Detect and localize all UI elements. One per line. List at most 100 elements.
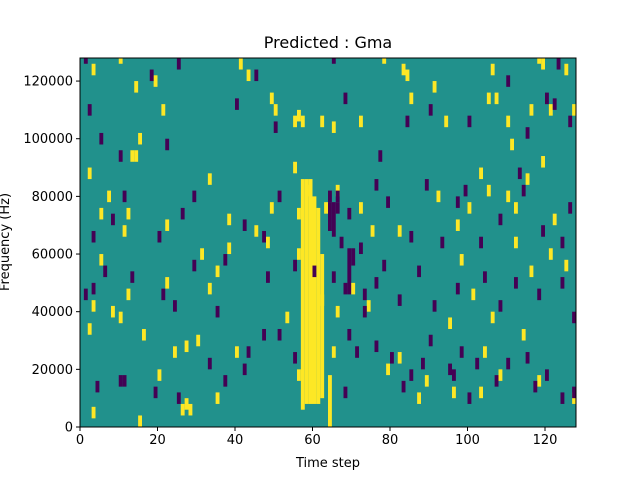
heatmap-cell (277, 190, 282, 203)
heatmap-cell (215, 305, 220, 318)
heatmap-cell (409, 369, 414, 381)
heatmap-cell (343, 92, 348, 105)
heatmap-cell (572, 104, 576, 116)
heatmap-cell (374, 277, 379, 289)
heatmap-cell (343, 386, 348, 399)
heatmap-band (300, 179, 305, 410)
heatmap-cell (99, 132, 104, 145)
plot-background (80, 58, 576, 427)
x-tick-label: 20 (149, 433, 166, 448)
plot-frame (79, 57, 577, 428)
heatmap-cell (436, 190, 441, 203)
heatmap-cell (269, 202, 274, 214)
heatmap-cell (514, 277, 518, 289)
y-tick-label: 120000 (23, 75, 73, 90)
heatmap-cell (173, 300, 177, 312)
heatmap-cell (184, 340, 189, 353)
heatmap-cell (242, 219, 247, 231)
heatmap-cell (510, 138, 514, 151)
heatmap-cell (122, 375, 127, 387)
heatmap-cell (467, 392, 472, 404)
heatmap-cell (308, 184, 313, 197)
heatmap-cell (153, 75, 158, 87)
heatmap-cell (362, 305, 367, 318)
heatmap-cell (300, 115, 305, 128)
heatmap-cell (448, 317, 452, 329)
heatmap-cell (118, 375, 123, 387)
heatmap-cell (157, 369, 162, 381)
heatmap-cell (91, 63, 96, 76)
heatmap-cell (188, 403, 193, 416)
heatmap-cell (366, 300, 371, 312)
heatmap-cell (359, 115, 363, 128)
heatmap-cell (134, 150, 139, 162)
heatmap-cell (494, 92, 499, 105)
heatmap-cell (273, 104, 278, 116)
heatmap-cell (463, 184, 468, 197)
heatmap-cell (374, 179, 379, 191)
heatmap-cell (331, 346, 336, 358)
heatmap-cell (254, 69, 259, 82)
heatmap-cell (506, 75, 511, 87)
heatmap-cell (149, 69, 154, 82)
heatmap-cell (514, 236, 518, 249)
heatmap-cell (118, 58, 123, 64)
heatmap-cell (459, 254, 464, 266)
heatmap-cell (331, 58, 336, 64)
heatmap-cell (517, 167, 522, 180)
heatmap-cell (417, 265, 421, 278)
heatmap-cell (537, 58, 542, 64)
heatmap-cell (374, 340, 379, 353)
heatmap-cell (397, 294, 402, 306)
heatmap-cell (118, 150, 123, 162)
heatmap-cell (397, 225, 402, 237)
heatmap-cell (529, 265, 534, 278)
heatmap-cell (529, 104, 534, 116)
heatmap-cell (293, 352, 297, 364)
y-axis-label: Frequency (Hz) (0, 193, 13, 291)
heatmap-band (308, 179, 313, 404)
heatmap-cell (541, 225, 545, 237)
heatmap-cell (545, 369, 549, 381)
heatmap-cell (455, 219, 460, 231)
heatmap-cell (192, 190, 197, 203)
heatmap-cell (347, 207, 352, 220)
heatmap-cell (483, 271, 487, 283)
heatmap-cell (215, 392, 220, 404)
heatmap-cell (122, 190, 127, 203)
heatmap-cell (452, 386, 456, 399)
heatmap-cell (91, 406, 96, 419)
heatmap-cell (242, 363, 247, 376)
heatmap-cell (184, 398, 189, 410)
heatmap-cell (254, 225, 259, 237)
heatmap-cell (277, 328, 282, 341)
heatmap-cell (424, 179, 429, 191)
heatmap-cell (122, 225, 127, 237)
heatmap-cell (207, 173, 212, 185)
heatmap-cell (409, 92, 414, 105)
heatmap-cell (490, 63, 495, 76)
y-tick-label: 60000 (32, 248, 73, 263)
heatmap-cell (320, 294, 325, 306)
heatmap-cell (467, 115, 472, 128)
heatmap-cell (564, 63, 569, 76)
heatmap-cell (448, 363, 452, 376)
heatmap-cell (347, 328, 352, 341)
heatmap-cell (498, 369, 503, 381)
heatmap-cell (91, 230, 96, 243)
heatmap-cell (521, 328, 526, 341)
heatmap-cell (552, 213, 557, 226)
heatmap-cell (401, 380, 406, 393)
heatmap-cell (545, 92, 549, 105)
heatmap-cell (176, 392, 181, 404)
x-tick-label: 40 (227, 433, 244, 448)
heatmap-cell (564, 259, 569, 272)
heatmap-cell (572, 386, 576, 399)
heatmap-band (328, 375, 332, 427)
heatmap-cell (548, 104, 553, 116)
heatmap-band (331, 202, 336, 237)
heatmap-cell (428, 104, 433, 116)
heatmap-cell (266, 271, 270, 283)
heatmap-cell (525, 352, 530, 364)
heatmap-cell (126, 207, 131, 220)
